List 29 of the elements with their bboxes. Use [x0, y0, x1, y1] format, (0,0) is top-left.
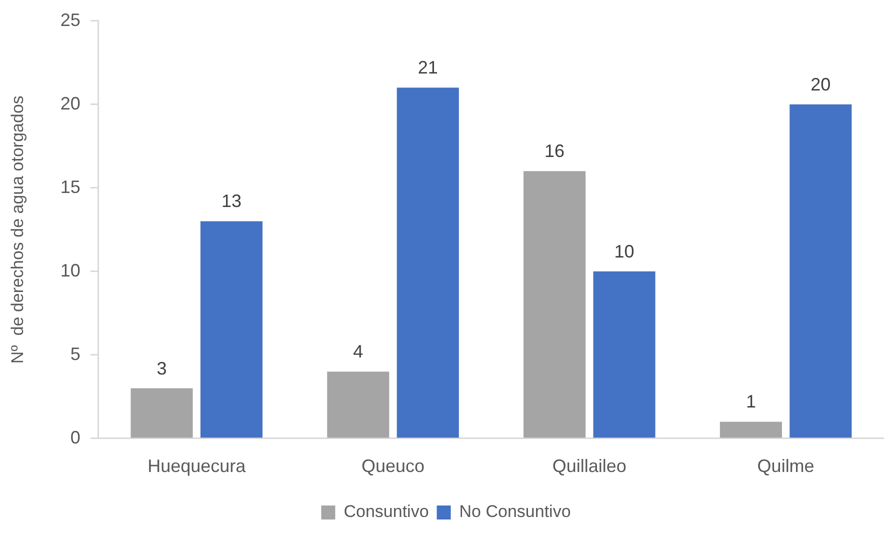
y-tick-label: 15: [60, 176, 80, 197]
bar: [593, 271, 656, 438]
x-tick-label: Queuco: [361, 456, 425, 476]
y-axis-title: Nº de derechos de agua otorgados: [8, 96, 27, 364]
data-label: 13: [221, 191, 242, 212]
bar: [200, 221, 263, 438]
data-label: 10: [614, 241, 634, 262]
data-label: 16: [544, 141, 565, 162]
x-tick-label: Quilme: [757, 456, 814, 476]
bar: [130, 388, 193, 438]
y-tick-label: 25: [60, 10, 80, 30]
y-tick-label: 0: [70, 427, 80, 448]
y-tick-label: 5: [70, 344, 80, 364]
data-label: 21: [418, 58, 438, 78]
data-label: 20: [810, 74, 831, 94]
bar: [720, 422, 782, 438]
bar: [790, 104, 852, 438]
legend-label: No Consuntivo: [459, 502, 571, 522]
bar: [396, 88, 459, 438]
y-tick-label: 10: [60, 260, 80, 280]
data-label: 4: [353, 342, 364, 362]
y-tick-label: 20: [60, 93, 80, 114]
bar: [524, 171, 586, 438]
x-tick-label: Huequecura: [148, 456, 247, 476]
data-label: 1: [746, 392, 756, 412]
x-tick-label: Quillaileo: [552, 456, 626, 476]
bar: [327, 372, 390, 438]
data-label: 3: [156, 358, 167, 378]
legend-label: Consuntivo: [344, 502, 429, 522]
